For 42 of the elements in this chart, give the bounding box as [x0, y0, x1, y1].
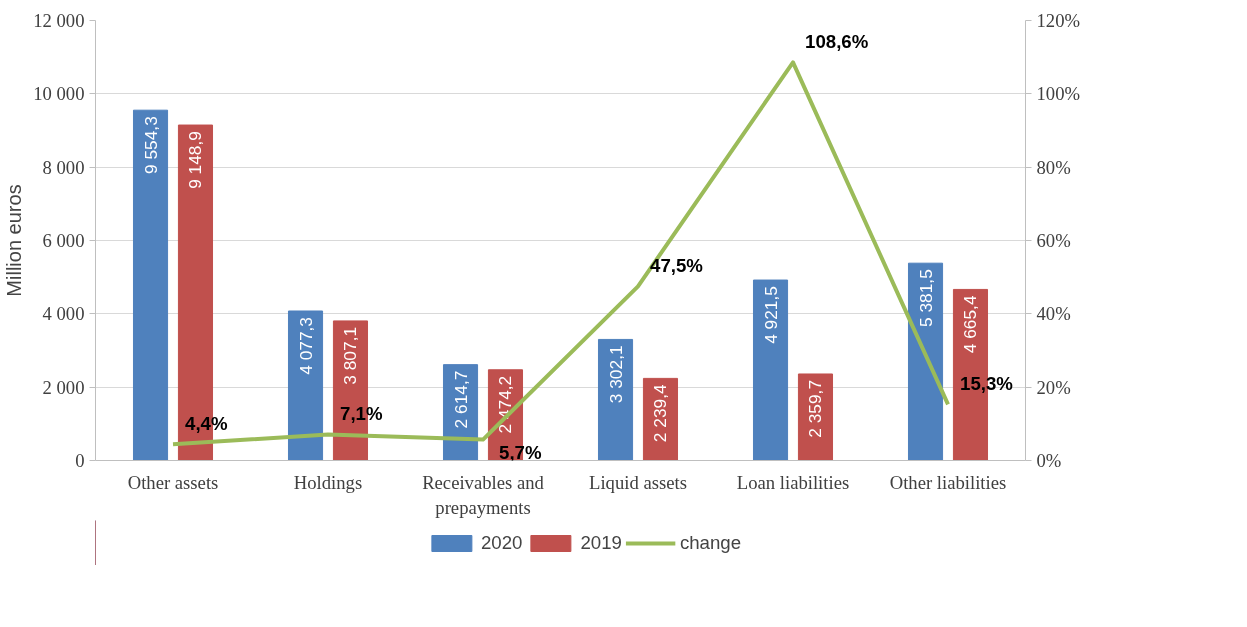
data-label: 2 359,7 [805, 379, 826, 438]
y2-tick-label: 120% [1036, 10, 1081, 31]
legend-label: change [679, 531, 742, 554]
data-label: 3 807,1 [340, 326, 361, 385]
x-tick-label: Other liabilities [889, 471, 1007, 493]
bar [287, 310, 324, 461]
y-tick-label: 6 000 [42, 230, 85, 251]
line-series [171, 60, 950, 447]
y-tick-label: 0 [75, 450, 85, 471]
x-tick-label: Loan liabilities [736, 471, 850, 493]
legend-label: 2020 [480, 531, 523, 554]
y-tick-label: 2 000 [42, 376, 85, 398]
data-label: 108,6% [805, 31, 869, 53]
y2-tick-label: 40% [1036, 303, 1071, 325]
y2-tick-label: 0% [1036, 450, 1062, 471]
bar [132, 109, 169, 461]
bar [597, 338, 634, 461]
y2-tick-label: 60% [1036, 230, 1071, 251]
y-tick-label: 12 000 [33, 10, 85, 31]
data-label: 9 554,3 [140, 116, 161, 174]
x-tick-label: Liquid assets [589, 471, 687, 493]
data-label: 5 381,5 [915, 269, 936, 327]
data-label: 4 665,4 [960, 295, 981, 354]
bar [752, 279, 789, 461]
y-tick-label: 10 000 [33, 83, 85, 105]
data-label: 2 239,4 [650, 384, 671, 443]
y2-tick-label: 100% [1036, 83, 1081, 105]
data-label: 2 614,7 [450, 370, 471, 429]
y-tick-label: 8 000 [42, 156, 85, 178]
data-label: 4 921,5 [760, 286, 781, 344]
x-tick-label: Receivables and prepayments [422, 471, 545, 518]
x-tick-label: Holdings [293, 471, 363, 493]
data-label: 4 077,3 [295, 316, 316, 375]
y2-tick-label: 80% [1036, 156, 1071, 178]
data-label: 9 148,9 [185, 131, 206, 189]
x-tick-label: Other assets [127, 471, 219, 493]
y-tick-label: 4 000 [42, 303, 85, 325]
y2-tick-label: 20% [1036, 376, 1071, 398]
y-axis-title: Million euros [3, 184, 26, 297]
bar [907, 262, 944, 461]
data-label: 3 302,1 [605, 345, 626, 404]
legend-label: 2019 [580, 531, 622, 554]
